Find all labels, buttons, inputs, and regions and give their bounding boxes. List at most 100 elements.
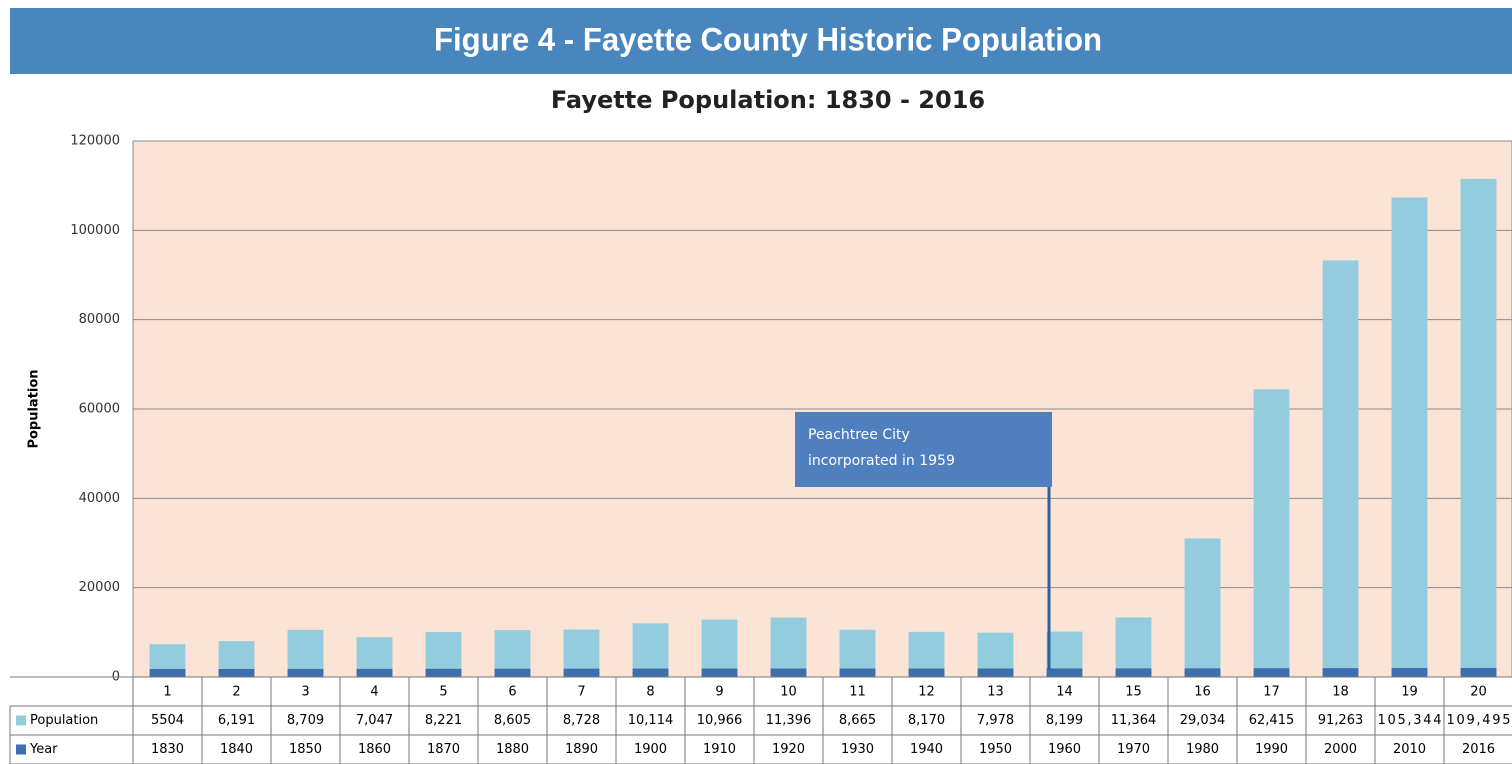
table-cell: 1910: [703, 742, 736, 757]
table-cell: 5504: [151, 713, 184, 728]
x-tick-label: 7: [577, 685, 585, 700]
annotation-text: Peachtree City: [808, 427, 910, 443]
table-cell: 1900: [634, 742, 667, 757]
bar-segment: [287, 629, 324, 669]
annotation-text: incorporated in 1959: [808, 453, 955, 469]
table-cell: 1870: [427, 742, 460, 757]
x-tick-label: 18: [1332, 685, 1349, 700]
bar-segment: [287, 668, 324, 677]
bar-segment: [1253, 668, 1290, 677]
table-cell: 29,034: [1180, 713, 1226, 728]
table-cell: 105,344: [1378, 713, 1442, 728]
table-cell: 2016: [1462, 742, 1495, 757]
x-tick-label: 15: [1125, 685, 1142, 700]
table-cell: 1880: [496, 742, 529, 757]
legend-swatch: [16, 744, 26, 755]
x-tick-label: 12: [918, 685, 935, 700]
bar-segment: [1184, 668, 1221, 677]
x-tick-label: 16: [1194, 685, 1211, 700]
x-tick-label: 6: [508, 685, 516, 700]
table-cell: 8,221: [425, 713, 462, 728]
bar-segment: [1460, 178, 1497, 668]
bar-segment: [1115, 668, 1152, 677]
bar-segment: [839, 629, 876, 669]
bar-segment: [1253, 389, 1290, 669]
x-tick-label: 19: [1401, 685, 1418, 700]
bar-segment: [908, 631, 945, 669]
x-tick-label: 10: [780, 685, 797, 700]
annotation-box: [795, 412, 1052, 487]
table-cell: 1850: [289, 742, 322, 757]
y-tick-label: 80000: [79, 312, 120, 327]
bar-segment: [1115, 617, 1152, 669]
bar-segment: [1391, 668, 1428, 677]
legend-swatch: [16, 715, 26, 726]
bar-segment: [632, 623, 669, 669]
bar-segment: [701, 668, 738, 677]
table-cell: 6,191: [218, 713, 255, 728]
bar-segment: [770, 617, 807, 669]
x-tick-label: 17: [1263, 685, 1280, 700]
table-cell: 8,199: [1046, 713, 1083, 728]
table-cell: 11,364: [1111, 713, 1157, 728]
header-band: [10, 8, 1512, 74]
table-cell: 8,665: [839, 713, 876, 728]
bar-segment: [494, 630, 531, 669]
legend-label: Year: [29, 742, 58, 757]
bar-segment: [1391, 197, 1428, 669]
bar-segment: [425, 668, 462, 677]
y-tick-label: 100000: [70, 223, 120, 238]
table-cell: 7,978: [977, 713, 1014, 728]
bar-segment: [701, 619, 738, 669]
bar-segment: [563, 668, 600, 677]
table-cell: 2010: [1393, 742, 1426, 757]
bar-segment: [149, 668, 186, 677]
legend-label: Population: [30, 713, 98, 728]
bar-segment: [839, 668, 876, 677]
x-tick-label: 13: [987, 685, 1004, 700]
table-cell: 1920: [772, 742, 805, 757]
bar-segment: [149, 644, 186, 669]
bar-segment: [632, 668, 669, 677]
table-cell: 1860: [358, 742, 391, 757]
x-tick-label: 1: [163, 685, 171, 700]
bar-segment: [218, 668, 255, 677]
bar-segment: [977, 632, 1014, 669]
table-cell: 11,396: [766, 713, 812, 728]
bar-segment: [1322, 668, 1359, 677]
bar-segment: [425, 631, 462, 669]
table-cell: 1990: [1255, 742, 1288, 757]
x-tick-label: 20: [1470, 685, 1487, 700]
header-title: Figure 4 - Fayette County Historic Popul…: [434, 21, 1102, 57]
x-tick-label: 9: [715, 685, 723, 700]
table-cell: 1980: [1186, 742, 1219, 757]
x-tick-label: 3: [301, 685, 309, 700]
x-tick-label: 5: [439, 685, 447, 700]
table-cell: 7,047: [356, 713, 393, 728]
y-tick-label: 60000: [79, 402, 120, 417]
bar-segment: [977, 668, 1014, 677]
table-cell: 1890: [565, 742, 598, 757]
bar-segment: [1322, 260, 1359, 669]
y-tick-label: 20000: [79, 580, 120, 595]
x-tick-label: 2: [232, 685, 240, 700]
table-cell: 10,114: [628, 713, 674, 728]
bar-segment: [494, 668, 531, 677]
chart-title: Fayette Population: 1830 - 2016: [551, 86, 985, 114]
bar-segment: [1460, 667, 1497, 677]
table-cell: 1950: [979, 742, 1012, 757]
table-cell: 8,170: [908, 713, 945, 728]
y-tick-label: 40000: [79, 491, 120, 506]
table-cell: 1940: [910, 742, 943, 757]
x-tick-label: 14: [1056, 685, 1073, 700]
bar-segment: [356, 637, 393, 669]
table-cell: 91,263: [1318, 713, 1364, 728]
bar-segment: [1184, 538, 1221, 669]
bar-segment: [563, 629, 600, 669]
table-cell: 62,415: [1249, 713, 1295, 728]
x-tick-label: 8: [646, 685, 654, 700]
table-cell: 1930: [841, 742, 874, 757]
y-axis-label: Population: [27, 369, 42, 448]
bar-segment: [1046, 668, 1083, 677]
table-cell: 8,709: [287, 713, 324, 728]
